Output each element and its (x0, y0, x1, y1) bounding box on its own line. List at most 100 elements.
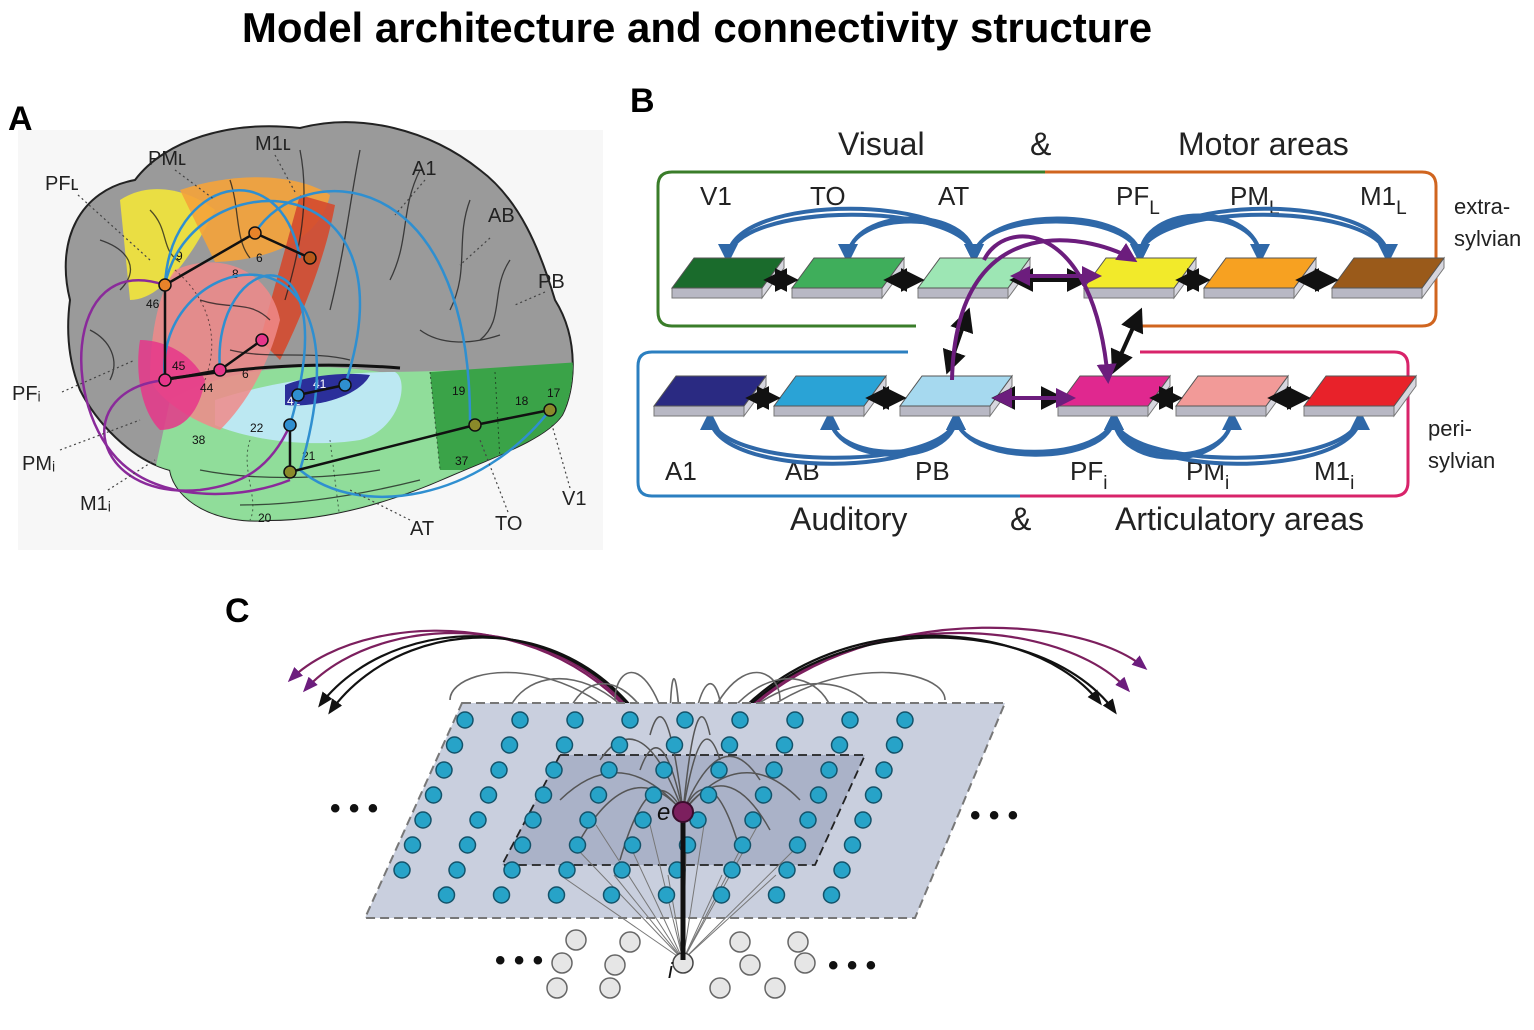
tile-top-face (1303, 375, 1417, 407)
local-connection-1 (639, 747, 684, 813)
prefrontal-inferior-region (138, 340, 205, 430)
local-connection-8 (559, 771, 684, 813)
neuron-r7-c4 (602, 886, 621, 904)
inhibitory-neuron-9 (599, 977, 621, 999)
neuron-r2-c0 (435, 761, 453, 779)
neuron-r3-c7 (809, 786, 828, 804)
panel-b: Visual & Motor areas Auditory & Articula… (636, 126, 1521, 537)
tile-front-face (899, 405, 991, 417)
neuron-r6-c2 (503, 861, 521, 879)
tile-front-face (1303, 405, 1395, 417)
caption-motor: Motor areas (1178, 126, 1349, 162)
blue-arc-top-1 (838, 216, 976, 264)
frame-auditory (636, 350, 1020, 498)
inhibitory-neuron-1 (619, 931, 641, 953)
neuron-r1-c7 (830, 736, 849, 754)
caption-auditory: Auditory (790, 501, 907, 537)
area-tile-top-5 (1331, 256, 1445, 300)
purple-arc-pb-pfl (950, 238, 1138, 381)
neuron-r1-c4 (665, 736, 684, 754)
area-label-bottom-3: PFi (1070, 456, 1107, 494)
panel-c-inhibitory-neurons (546, 929, 816, 999)
panel-b-top-area-labels: V1 TO AT PFL PML M1L (700, 181, 1407, 219)
neuron-r3-c5 (699, 786, 718, 804)
neuron-r0-c2 (566, 711, 584, 729)
inhibitory-neuron-2 (729, 931, 751, 953)
ellipsis-left: • • • (330, 792, 378, 825)
neuron-r2-c2 (545, 761, 563, 779)
area-name: TO (810, 181, 846, 211)
node-pmi (213, 363, 227, 377)
ellipsis-bottom-left: • • • (495, 944, 543, 977)
neuron-r6-c4 (613, 861, 631, 879)
local-connection-2 (682, 738, 721, 813)
neuron-r2-c5 (710, 761, 728, 779)
inhibitory-connection-1 (577, 849, 684, 961)
neuron-r1-c8 (885, 736, 904, 754)
panel-a: 9 6 4 46 8 45 44 6 41 42 22 38 21 19 18 … (12, 121, 603, 550)
tile-top-face (1331, 257, 1445, 289)
label-to: TO (495, 513, 522, 535)
tile-front-face (1203, 287, 1295, 299)
vertical-link-1 (1110, 307, 1144, 375)
area-labels: PMʟ M1ʟ A1 PFʟ AB PB PFᵢ PMᵢ M1ᵢ AT TO V… (12, 133, 586, 540)
neuron-r5-c7 (788, 836, 807, 854)
neuron-r6-c0 (393, 861, 411, 879)
panel-b-purple-connections (950, 234, 1138, 408)
brain-illustration: 9 6 4 46 8 45 44 6 41 42 22 38 21 19 18 … (64, 121, 574, 525)
tile-top-face (1203, 257, 1317, 289)
neuron-r6-c7 (778, 861, 796, 879)
neuron-r1-c6 (775, 736, 794, 754)
caption-visual: Visual (838, 126, 925, 162)
area-name: PF (1116, 181, 1149, 211)
neuron-r5-c3 (568, 836, 587, 854)
side-peri: peri- (1428, 416, 1472, 441)
inh-cell-label: i (668, 958, 674, 983)
inhibitory-neuron-5 (604, 954, 626, 976)
ellipsis-bottom-right: • • • (828, 949, 876, 982)
area-tile-bottom-3 (1057, 374, 1171, 418)
neuron-r3-c6 (754, 786, 773, 804)
caption-amp-top: & (1030, 126, 1051, 162)
inhibitory-connection-8 (682, 824, 705, 961)
area-name: V1 (700, 181, 732, 211)
brodmann-9: 9 (176, 249, 183, 263)
leader-lines (59, 154, 571, 521)
label-ab: AB (488, 205, 515, 227)
neuron-r6-c3 (558, 861, 576, 879)
local-connection-10 (649, 715, 684, 813)
inhibitory-neuron-0 (565, 929, 587, 951)
area-tile-top-1 (791, 256, 905, 300)
panel-b-blue-connections (700, 206, 1398, 466)
neuron-r7-c5 (657, 886, 676, 904)
neuron-r2-c6 (765, 761, 783, 779)
inhibitory-connection-4 (631, 849, 684, 961)
brodmann-17: 17 (547, 386, 561, 400)
neuron-r7-c3 (547, 886, 566, 904)
neuron-r4-c3 (579, 811, 597, 829)
tile-front-face (653, 405, 745, 417)
area-label-top-0: V1 (700, 181, 732, 211)
neuron-r1-c0 (445, 736, 464, 754)
ellipsis-right: • • • (970, 799, 1018, 832)
node-pml (248, 226, 262, 240)
neuron-r7-c1 (437, 886, 456, 904)
neuron-r2-c8 (875, 761, 893, 779)
area-label-top-2: AT (938, 181, 969, 211)
neuron-r3-c1 (479, 786, 498, 804)
area-tile-bottom-2 (899, 374, 1013, 418)
brain-regions (89, 149, 573, 521)
area-name: M1 (1314, 456, 1350, 486)
neuron-r3-c3 (589, 786, 608, 804)
area-name: M1 (1360, 181, 1396, 211)
prefrontal-lexical-region (120, 189, 215, 300)
area-label-bottom-0: A1 (665, 456, 697, 486)
inhibitory-neuron-4 (551, 952, 573, 974)
tile-top-face (791, 257, 905, 289)
neuron-r5-c0 (403, 836, 422, 854)
neuron-r4-c6 (744, 811, 762, 829)
area-name: PF (1070, 456, 1103, 486)
node-pfi (158, 373, 172, 387)
tile-top-face (671, 257, 785, 289)
panel-b-side-labels: extra- sylvian peri- sylvian (1428, 194, 1521, 473)
